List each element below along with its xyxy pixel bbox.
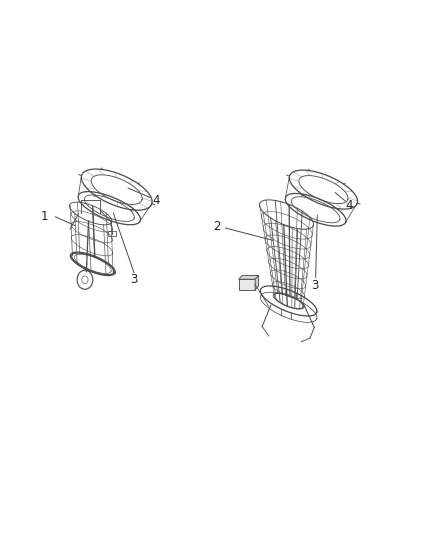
- Text: 4: 4: [346, 199, 353, 212]
- Text: 3: 3: [131, 273, 138, 286]
- Text: 2: 2: [213, 220, 221, 233]
- Polygon shape: [239, 276, 258, 279]
- Text: 1: 1: [41, 209, 49, 223]
- Polygon shape: [239, 279, 255, 290]
- Text: 4: 4: [152, 193, 159, 207]
- Text: 3: 3: [311, 279, 318, 292]
- Polygon shape: [255, 276, 258, 290]
